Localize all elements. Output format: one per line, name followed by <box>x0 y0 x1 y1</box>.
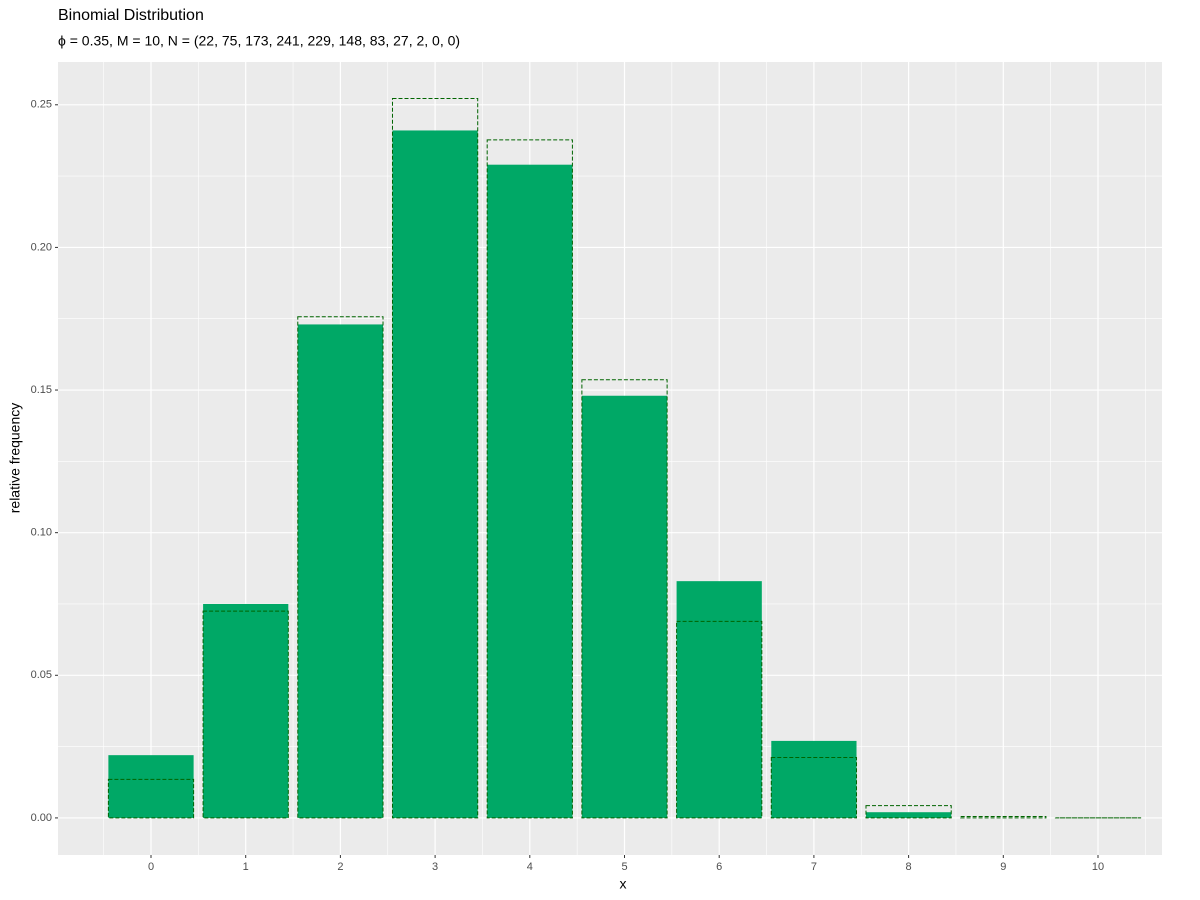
y-tick-label: 0.10 <box>31 527 52 539</box>
bar <box>487 164 573 818</box>
y-tick-label: 0.20 <box>31 241 52 253</box>
bar <box>203 603 289 818</box>
chart-subtitle: ϕ = 0.35, M = 10, N = (22, 75, 173, 241,… <box>58 33 460 49</box>
expected-bar <box>107 778 195 819</box>
y-tick-label: 0.15 <box>31 384 52 396</box>
bar <box>297 324 384 818</box>
bar <box>581 395 668 818</box>
x-tick-label: 1 <box>243 861 249 873</box>
y-axis-label: relative frequency <box>7 403 23 514</box>
expected-bar <box>297 316 384 819</box>
x-tick-label: 7 <box>811 861 817 873</box>
expected-bar <box>865 805 952 819</box>
y-tick-label: 0.05 <box>31 669 52 681</box>
x-tick-label: 4 <box>527 861 533 873</box>
x-tick-label: 8 <box>906 861 912 873</box>
expected-bar <box>391 98 479 819</box>
y-tick-label: 0.25 <box>31 99 52 111</box>
expected-bar <box>676 620 763 819</box>
x-tick-label: 0 <box>148 861 154 873</box>
x-tick-label: 5 <box>621 861 627 873</box>
bar <box>865 812 952 818</box>
x-tick-label: 10 <box>1092 861 1104 873</box>
expected-bar <box>581 379 668 819</box>
y-tick-label: 0.00 <box>31 812 52 824</box>
x-axis-label: x <box>620 876 627 892</box>
chart-title: Binomial Distribution <box>58 7 204 24</box>
bar <box>676 581 762 818</box>
x-tick-label: 3 <box>432 861 438 873</box>
expected-bar <box>960 815 1047 819</box>
bar <box>108 755 194 818</box>
expected-bar <box>486 139 573 819</box>
expected-bar <box>770 756 858 819</box>
x-tick-label: 2 <box>337 861 343 873</box>
expected-bar <box>202 610 289 819</box>
x-tick-label: 6 <box>716 861 722 873</box>
bar <box>771 740 857 818</box>
bar <box>392 130 478 818</box>
x-tick-label: 9 <box>1000 861 1006 873</box>
